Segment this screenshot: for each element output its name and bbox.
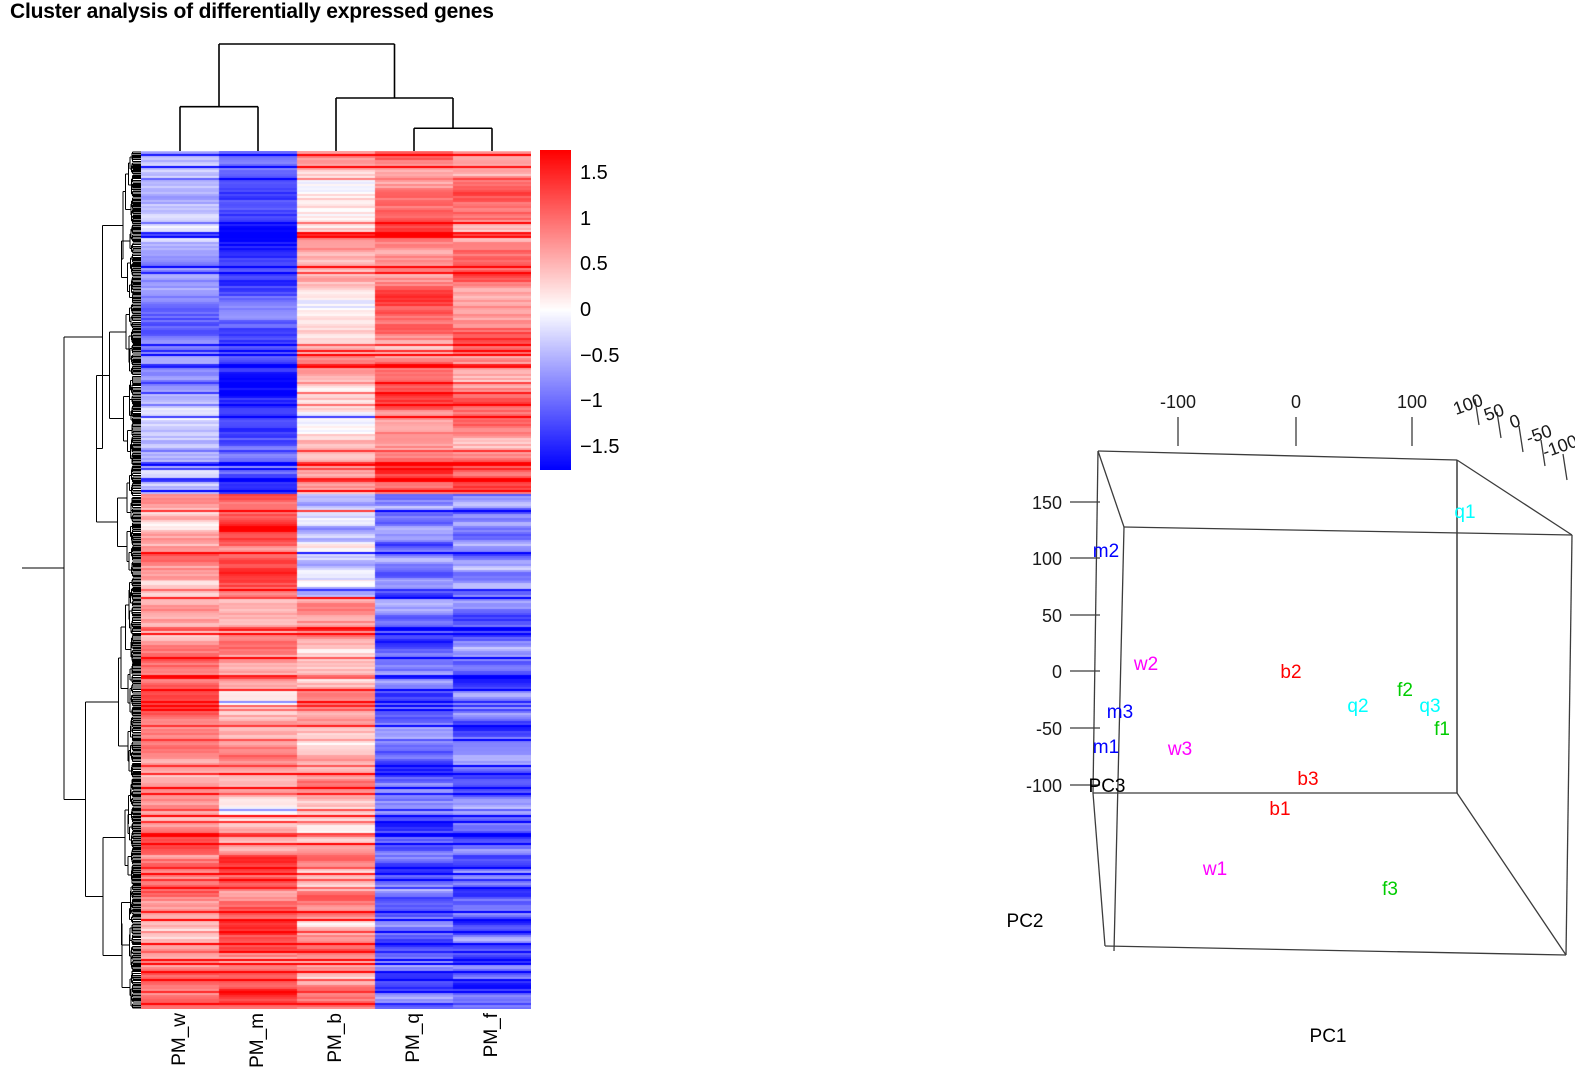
pca-point-b2: b2 — [1280, 662, 1301, 683]
pca-point-q3: q3 — [1419, 696, 1440, 717]
svg-text:PC1: PC1 — [1310, 1026, 1347, 1047]
column-dendrogram — [179, 43, 493, 152]
svg-text:-100: -100 — [1026, 776, 1062, 796]
pca-point-m1: m1 — [1093, 737, 1119, 758]
svg-text:PC3: PC3 — [1089, 776, 1126, 797]
column-label-pm_q: PM_q — [403, 1013, 424, 1063]
svg-text:150: 150 — [1032, 493, 1062, 513]
pca-point-q1: q1 — [1454, 502, 1475, 523]
pca-point-f3: f3 — [1382, 879, 1398, 900]
pca-point-q2: q2 — [1347, 696, 1368, 717]
pca-point-f1: f1 — [1434, 719, 1450, 740]
svg-text:100: 100 — [1397, 392, 1427, 412]
pca-point-w2: w2 — [1133, 654, 1158, 675]
colorbar-gradient — [540, 150, 571, 470]
svg-text:PC2: PC2 — [1007, 911, 1044, 932]
svg-text:0: 0 — [1052, 662, 1062, 682]
pca-point-b3: b3 — [1297, 769, 1318, 790]
row-dendrogram — [22, 151, 141, 1009]
svg-text:-50: -50 — [1036, 719, 1062, 739]
svg-text:100: 100 — [1032, 549, 1062, 569]
pca-box-wireframe — [1092, 450, 1573, 956]
pca-axis-ticks — [1070, 398, 1568, 786]
column-label-pm_b: PM_b — [325, 1013, 346, 1063]
colorbar-tick-label: 1.5 — [580, 161, 608, 184]
colorbar-tick-label: 1 — [580, 207, 592, 230]
pca-point-m3: m3 — [1107, 702, 1133, 723]
colorbar-tick-label: 0.5 — [580, 253, 608, 276]
heatmap-grid — [141, 151, 531, 1009]
pca-point-w1: w1 — [1202, 859, 1227, 880]
svg-text:0: 0 — [1291, 392, 1301, 412]
column-label-pm_m: PM_m — [247, 1013, 268, 1068]
svg-text:50: 50 — [1481, 400, 1507, 426]
svg-text:50: 50 — [1042, 606, 1062, 626]
colorbar-tick-label: −1 — [580, 390, 603, 413]
pca-point-w3: w3 — [1167, 739, 1192, 760]
heatmap-panel: PM_w PM_m PM_b PM_q PM_f 1.5 1 0.5 0 −0.5 −1 −1.5 — [0, 0, 660, 1088]
colorbar-tick-label: −0.5 — [580, 344, 620, 367]
column-label-pm_w: PM_w — [169, 1013, 190, 1066]
pca-axis-titles: PC2 PC1 PC3 — [1007, 776, 1347, 1047]
colorbar-tick-label: 0 — [580, 299, 592, 321]
svg-text:0: 0 — [1507, 410, 1523, 432]
page-title: Cluster analysis of differentially expre… — [10, 0, 494, 23]
colorbar: 1.5 1 0.5 0 −0.5 −1 −1.5 — [540, 150, 660, 480]
pca-point-m2: m2 — [1093, 541, 1119, 562]
pca-point-b1: b1 — [1269, 799, 1290, 820]
svg-text:100: 100 — [1450, 390, 1485, 419]
pca-3d-panel: -100 0 100 100 50 0 -50 -100 150 100 50 0 -50 -100 q1… — [930, 330, 1575, 1088]
pca-point-f2: f2 — [1397, 680, 1413, 701]
column-label-pm_f: PM_f — [481, 1013, 502, 1058]
colorbar-tick-label: −1.5 — [580, 436, 620, 459]
pca-point-labels: q1 m2 w2 b2 f2 q2 q3 m3 f1 m1 w3 b3 b1 w1 f3 — [1093, 502, 1476, 900]
svg-text:-100: -100 — [1160, 392, 1196, 412]
